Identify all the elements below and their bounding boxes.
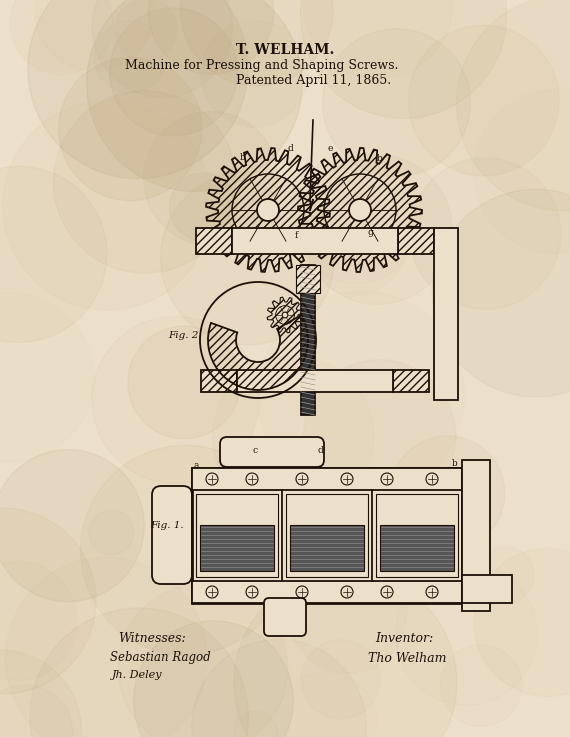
Circle shape xyxy=(10,0,113,74)
Circle shape xyxy=(0,650,82,737)
Circle shape xyxy=(234,571,457,737)
Circle shape xyxy=(474,548,570,696)
Circle shape xyxy=(457,0,570,211)
Circle shape xyxy=(6,557,207,737)
Bar xyxy=(398,228,434,254)
Circle shape xyxy=(282,312,288,318)
Text: Fig. 1.: Fig. 1. xyxy=(150,520,184,529)
Circle shape xyxy=(232,466,321,555)
Bar xyxy=(393,370,429,392)
Circle shape xyxy=(133,621,294,737)
Circle shape xyxy=(0,450,144,602)
Text: d: d xyxy=(287,144,293,153)
Text: Witnesses:: Witnesses: xyxy=(118,632,186,644)
Text: c: c xyxy=(253,445,258,455)
Circle shape xyxy=(92,316,259,483)
Circle shape xyxy=(144,111,278,245)
Text: Patented April 11, 1865.: Patented April 11, 1865. xyxy=(237,74,392,86)
Bar xyxy=(462,575,512,603)
Circle shape xyxy=(303,360,455,512)
Bar xyxy=(192,581,462,603)
Bar xyxy=(196,228,232,254)
Circle shape xyxy=(477,546,534,603)
Circle shape xyxy=(115,0,177,61)
Text: a: a xyxy=(193,461,199,469)
Circle shape xyxy=(303,155,453,304)
Bar xyxy=(192,468,462,603)
Text: Machine for Pressing and Shaping Screws.: Machine for Pressing and Shaping Screws. xyxy=(125,58,398,71)
FancyBboxPatch shape xyxy=(220,437,324,467)
Circle shape xyxy=(201,21,307,127)
Bar xyxy=(196,494,278,577)
Circle shape xyxy=(30,608,249,737)
Bar xyxy=(192,468,462,490)
FancyBboxPatch shape xyxy=(152,486,192,584)
Circle shape xyxy=(28,0,248,178)
Circle shape xyxy=(128,326,241,439)
Circle shape xyxy=(257,199,279,221)
Circle shape xyxy=(92,0,233,97)
Circle shape xyxy=(300,0,507,119)
Circle shape xyxy=(169,173,238,241)
Text: b: b xyxy=(452,458,458,467)
Circle shape xyxy=(59,57,202,200)
Text: b: b xyxy=(377,153,383,162)
Circle shape xyxy=(0,293,94,462)
Bar xyxy=(232,228,398,254)
Bar xyxy=(462,460,490,611)
Text: Jh. Deley: Jh. Deley xyxy=(112,670,162,680)
Circle shape xyxy=(0,167,107,343)
Circle shape xyxy=(119,584,288,737)
Text: Sebastian Ragod: Sebastian Ragod xyxy=(110,652,211,665)
Circle shape xyxy=(0,508,96,694)
Circle shape xyxy=(409,25,559,176)
Circle shape xyxy=(237,460,342,565)
Circle shape xyxy=(148,0,274,74)
Text: Fig. 2.: Fig. 2. xyxy=(168,330,202,340)
Circle shape xyxy=(3,101,212,310)
Circle shape xyxy=(192,639,366,737)
Text: e: e xyxy=(327,144,333,153)
Circle shape xyxy=(323,29,470,177)
Bar xyxy=(376,494,458,577)
Bar xyxy=(286,494,368,577)
Circle shape xyxy=(161,171,335,345)
Bar xyxy=(200,525,274,570)
Circle shape xyxy=(181,0,333,86)
Circle shape xyxy=(109,8,238,136)
Circle shape xyxy=(390,436,505,551)
Circle shape xyxy=(0,562,78,680)
Text: d: d xyxy=(317,445,323,455)
Text: T. WELHAM.: T. WELHAM. xyxy=(236,43,334,57)
Circle shape xyxy=(87,0,302,192)
Text: g: g xyxy=(367,228,373,237)
Circle shape xyxy=(89,510,134,555)
FancyBboxPatch shape xyxy=(264,598,306,636)
Circle shape xyxy=(94,21,166,93)
Bar xyxy=(237,370,393,392)
Bar xyxy=(301,265,315,415)
Bar xyxy=(296,265,320,293)
Circle shape xyxy=(0,685,73,737)
Circle shape xyxy=(432,189,570,397)
Bar xyxy=(201,370,237,392)
Circle shape xyxy=(35,0,154,71)
Circle shape xyxy=(80,445,290,655)
Circle shape xyxy=(212,181,280,248)
Text: Inventor:: Inventor: xyxy=(375,632,433,644)
Circle shape xyxy=(349,199,371,221)
Bar xyxy=(380,525,454,570)
Text: Tho Welham: Tho Welham xyxy=(368,652,446,665)
Bar xyxy=(434,228,458,400)
Circle shape xyxy=(54,91,236,273)
Text: b: b xyxy=(240,153,246,161)
Text: f: f xyxy=(294,231,298,240)
Bar xyxy=(290,525,364,570)
